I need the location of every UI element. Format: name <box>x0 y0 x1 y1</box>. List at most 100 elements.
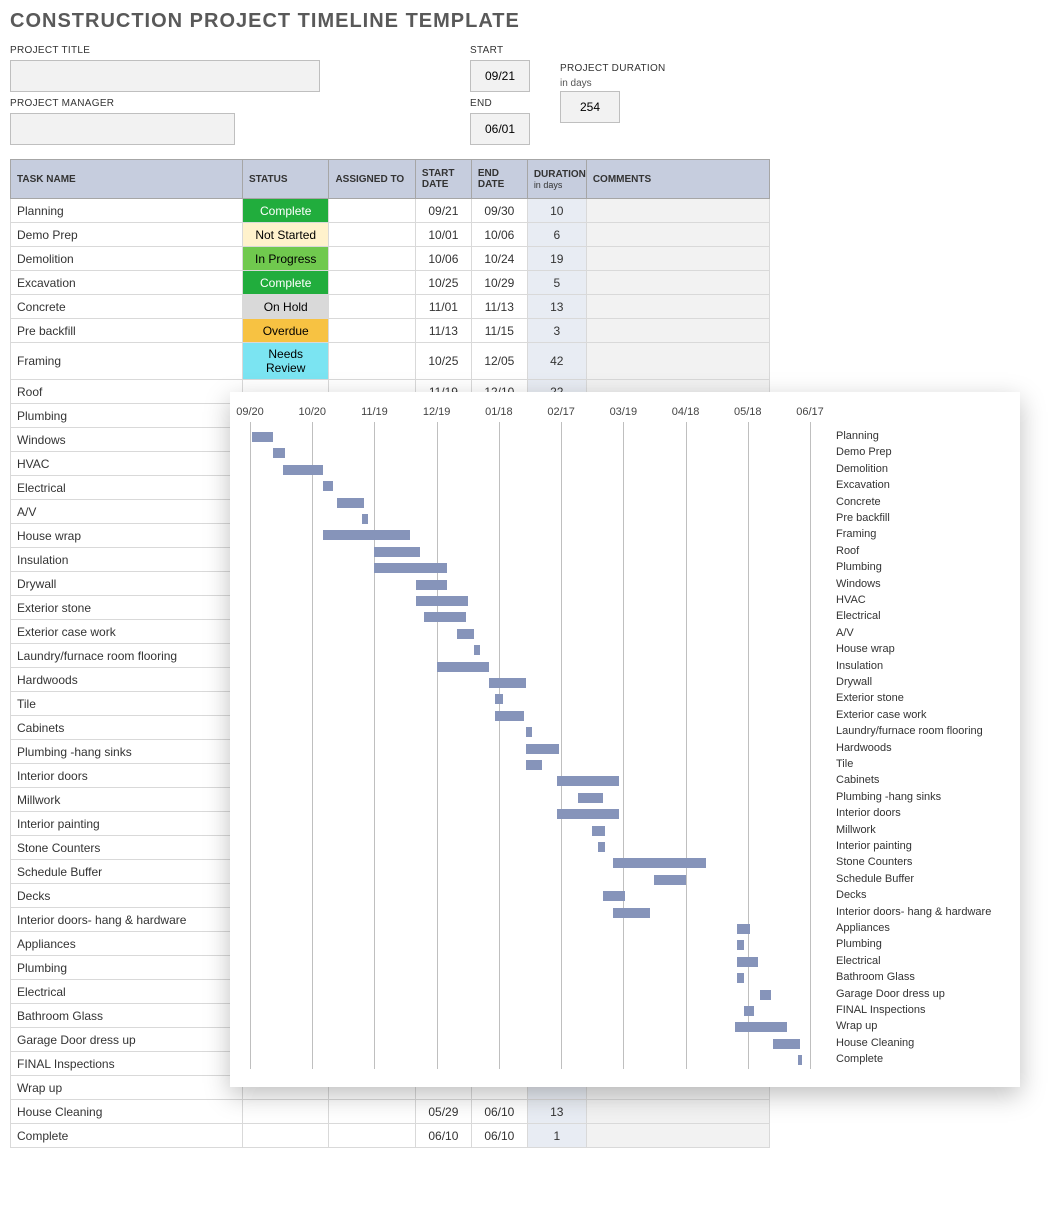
task-name-cell[interactable]: Electrical <box>11 476 243 500</box>
gantt-bar[interactable] <box>735 1022 787 1032</box>
end-cell[interactable]: 09/30 <box>471 199 527 223</box>
gantt-bar[interactable] <box>273 448 285 458</box>
gantt-bar[interactable] <box>744 1006 754 1016</box>
task-name-cell[interactable]: Exterior case work <box>11 620 243 644</box>
gantt-bar[interactable] <box>283 465 322 475</box>
task-name-cell[interactable]: Garage Door dress up <box>11 1028 243 1052</box>
table-row[interactable]: Complete06/1006/101 <box>11 1124 770 1148</box>
task-name-cell[interactable]: Interior doors- hang & hardware <box>11 908 243 932</box>
assigned-cell[interactable] <box>329 247 415 271</box>
task-name-cell[interactable]: Exterior stone <box>11 596 243 620</box>
table-row[interactable]: ConcreteOn Hold 11/0111/1313 <box>11 295 770 319</box>
task-name-cell[interactable]: Demolition <box>11 247 243 271</box>
end-cell[interactable]: 06/10 <box>471 1100 527 1124</box>
assigned-cell[interactable] <box>329 1100 415 1124</box>
task-name-cell[interactable]: Complete <box>11 1124 243 1148</box>
gantt-bar[interactable] <box>592 826 604 836</box>
comments-cell[interactable] <box>586 343 769 380</box>
assigned-cell[interactable] <box>329 271 415 295</box>
start-cell[interactable]: 09/21 <box>415 199 471 223</box>
task-name-cell[interactable]: Interior painting <box>11 812 243 836</box>
task-name-cell[interactable]: Cabinets <box>11 716 243 740</box>
assigned-cell[interactable] <box>329 199 415 223</box>
task-name-cell[interactable]: Electrical <box>11 980 243 1004</box>
gantt-bar[interactable] <box>578 793 603 803</box>
gantt-bar[interactable] <box>362 514 368 524</box>
duration-cell[interactable]: 1 <box>527 1124 586 1148</box>
table-row[interactable]: Demo PrepNot Started10/0110/066 <box>11 223 770 247</box>
comments-cell[interactable] <box>586 199 769 223</box>
task-name-cell[interactable]: A/V <box>11 500 243 524</box>
table-row[interactable]: Pre backfillOverdue11/1311/153 <box>11 319 770 343</box>
task-name-cell[interactable]: Millwork <box>11 788 243 812</box>
gantt-bar[interactable] <box>424 612 465 622</box>
gantt-bar[interactable] <box>557 809 619 819</box>
gantt-bar[interactable] <box>603 891 626 901</box>
end-cell[interactable]: 10/29 <box>471 271 527 295</box>
comments-cell[interactable] <box>586 247 769 271</box>
gantt-bar[interactable] <box>526 727 532 737</box>
gantt-bar[interactable] <box>760 990 770 1000</box>
gantt-bar[interactable] <box>613 908 650 918</box>
gantt-bar[interactable] <box>598 842 604 852</box>
gantt-bar[interactable] <box>374 563 447 573</box>
table-row[interactable]: ExcavationComplete10/2510/295 <box>11 271 770 295</box>
assigned-cell[interactable] <box>329 295 415 319</box>
comments-cell[interactable] <box>586 271 769 295</box>
duration-cell[interactable]: 19 <box>527 247 586 271</box>
task-name-cell[interactable]: Pre backfill <box>11 319 243 343</box>
table-row[interactable]: House Cleaning 05/2906/1013 <box>11 1100 770 1124</box>
duration-cell[interactable]: 10 <box>527 199 586 223</box>
gantt-bar[interactable] <box>495 711 524 721</box>
task-name-cell[interactable]: Plumbing -hang sinks <box>11 740 243 764</box>
gantt-bar[interactable] <box>323 530 410 540</box>
status-cell[interactable]: Complete <box>242 271 328 295</box>
gantt-bar[interactable] <box>474 645 480 655</box>
assigned-cell[interactable] <box>329 1124 415 1148</box>
gantt-bar[interactable] <box>526 760 543 770</box>
table-row[interactable]: DemolitionIn Progress10/0610/2419 <box>11 247 770 271</box>
task-name-cell[interactable]: Windows <box>11 428 243 452</box>
comments-cell[interactable] <box>586 319 769 343</box>
task-name-cell[interactable]: Bathroom Glass <box>11 1004 243 1028</box>
gantt-bar[interactable] <box>737 957 758 967</box>
task-name-cell[interactable]: Hardwoods <box>11 668 243 692</box>
start-cell[interactable]: 10/25 <box>415 343 471 380</box>
task-name-cell[interactable]: House Cleaning <box>11 1100 243 1124</box>
assigned-cell[interactable] <box>329 223 415 247</box>
task-name-cell[interactable]: Tile <box>11 692 243 716</box>
start-input[interactable] <box>470 60 530 92</box>
table-row[interactable]: FramingNeeds Review10/2512/0542 <box>11 343 770 380</box>
comments-cell[interactable] <box>586 295 769 319</box>
task-name-cell[interactable]: Drywall <box>11 572 243 596</box>
end-cell[interactable]: 11/13 <box>471 295 527 319</box>
start-cell[interactable]: 06/10 <box>415 1124 471 1148</box>
duration-input[interactable] <box>560 91 620 123</box>
task-name-cell[interactable]: Concrete <box>11 295 243 319</box>
gantt-bar[interactable] <box>557 776 619 786</box>
task-name-cell[interactable]: House wrap <box>11 524 243 548</box>
gantt-bar[interactable] <box>489 678 526 688</box>
project-title-input[interactable] <box>10 60 320 92</box>
gantt-bar[interactable] <box>654 875 685 885</box>
task-name-cell[interactable]: Roof <box>11 380 243 404</box>
status-cell[interactable]: Not Started <box>242 223 328 247</box>
status-cell[interactable]: Overdue <box>242 319 328 343</box>
project-manager-input[interactable] <box>10 113 235 145</box>
duration-cell[interactable]: 13 <box>527 295 586 319</box>
start-cell[interactable]: 11/01 <box>415 295 471 319</box>
gantt-bar[interactable] <box>737 940 743 950</box>
gantt-bar[interactable] <box>737 924 749 934</box>
gantt-bar[interactable] <box>337 498 364 508</box>
end-cell[interactable]: 10/06 <box>471 223 527 247</box>
duration-cell[interactable]: 6 <box>527 223 586 247</box>
comments-cell[interactable] <box>586 1124 769 1148</box>
task-name-cell[interactable]: Excavation <box>11 271 243 295</box>
status-cell[interactable]: On Hold <box>242 295 328 319</box>
assigned-cell[interactable] <box>329 343 415 380</box>
gantt-bar[interactable] <box>773 1039 800 1049</box>
gantt-bar[interactable] <box>457 629 474 639</box>
start-cell[interactable]: 05/29 <box>415 1100 471 1124</box>
duration-cell[interactable]: 13 <box>527 1100 586 1124</box>
gantt-bar[interactable] <box>495 694 503 704</box>
